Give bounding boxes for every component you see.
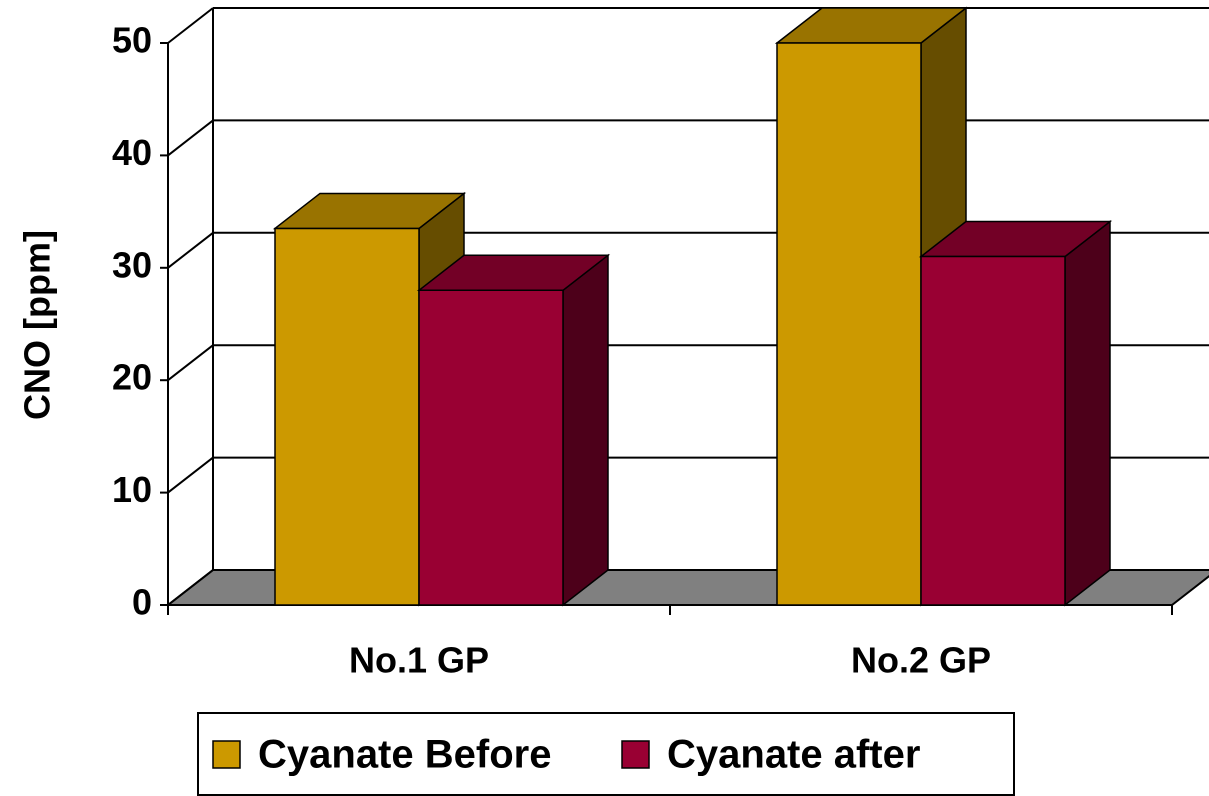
grid-line — [167, 456, 214, 494]
bar — [918, 220, 1113, 607]
x-tick-label: No.1 GP — [349, 640, 489, 681]
y-axis-label: CNO [ppm] — [17, 230, 58, 420]
bar-face — [920, 255, 1066, 606]
grid-line — [167, 344, 214, 381]
y-tick-label: 20 — [112, 357, 152, 398]
bar-face — [418, 289, 564, 606]
bar-face — [274, 227, 420, 606]
bar-face — [776, 42, 922, 606]
grid-line — [167, 569, 214, 606]
x-tick-label: No.2 GP — [851, 640, 991, 681]
grid-line — [167, 7, 214, 44]
bar-face — [562, 253, 609, 607]
bar-face — [1064, 220, 1111, 607]
y-tick-label: 50 — [112, 20, 152, 61]
y-tick-label: 0 — [132, 582, 152, 623]
legend-label: Cyanate after — [667, 733, 920, 777]
legend-swatch — [212, 740, 241, 769]
y-tick-label: 10 — [112, 469, 152, 510]
legend-swatch — [621, 740, 650, 769]
legend-box — [197, 712, 1015, 796]
grid-line — [167, 232, 214, 269]
legend-label: Cyanate Before — [258, 733, 551, 777]
bar — [416, 253, 611, 607]
y-tick-label: 40 — [112, 132, 152, 173]
y-tick-label: 30 — [112, 244, 152, 285]
grid-line — [167, 119, 214, 157]
